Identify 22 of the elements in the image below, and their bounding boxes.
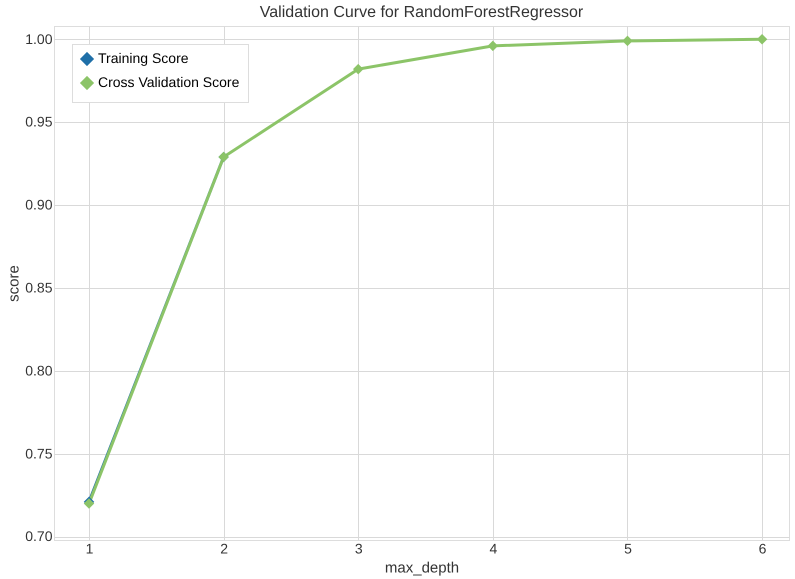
- x-tick-label: 6: [758, 540, 767, 556]
- y-tick-label: 0.90: [25, 196, 53, 213]
- x-tick-label: 4: [489, 540, 498, 556]
- point: [352, 64, 364, 74]
- y-tick-label: 1.00: [25, 30, 53, 47]
- x-tick-label: 3: [354, 540, 363, 556]
- chart-title: Validation Curve for RandomForestRegressor: [260, 4, 584, 21]
- y-axis-title: score: [5, 265, 22, 302]
- point: [622, 36, 633, 46]
- y-tick-label: 0.75: [25, 445, 53, 462]
- legend-label: Cross Validation Score: [98, 74, 240, 90]
- x-tick-label: 5: [624, 540, 632, 556]
- y-tick-label: 0.95: [25, 114, 53, 130]
- x-tick-label: 1: [86, 540, 94, 556]
- legend-label: Training Score: [98, 50, 189, 66]
- y-tick-label: 0.85: [25, 279, 53, 296]
- y-tick-label: 0.80: [25, 362, 53, 378]
- x-axis-title: max_depth: [384, 560, 460, 576]
- point: [488, 40, 498, 52]
- y-tick-label: 0.70: [25, 528, 53, 544]
- x-tick-label: 2: [220, 540, 228, 556]
- point: [756, 34, 768, 45]
